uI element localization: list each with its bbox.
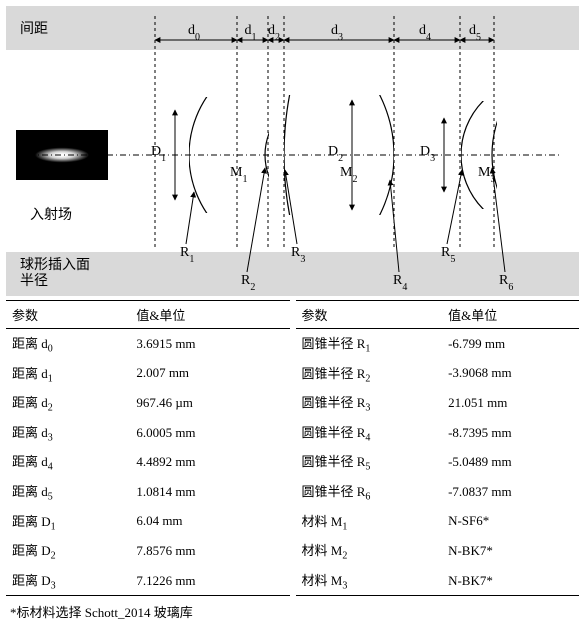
param-cell: 距离 d3	[6, 418, 130, 448]
table-row: 材料 M2N-BK7*	[296, 536, 580, 566]
footnote: *标材料选择 Schott_2014 玻璃库	[0, 596, 585, 627]
value-cell: -8.7395 mm	[442, 418, 579, 448]
svg-text:R5: R5	[441, 245, 455, 265]
param-cell: 材料 M2	[296, 536, 443, 566]
table-row: 圆锥半径 R321.051 mm	[296, 388, 580, 418]
value-cell: 7.8576 mm	[130, 536, 289, 566]
table-row: 距离 D27.8576 mm	[6, 536, 290, 566]
svg-text:R6: R6	[499, 273, 513, 293]
table-row: 圆锥半径 R5-5.0489 mm	[296, 447, 580, 477]
table-row: 距离 d2967.46 µm	[6, 388, 290, 418]
param-cell: 圆锥半径 R2	[296, 359, 443, 389]
param-cell: 距离 D3	[6, 566, 130, 596]
param-cell: 材料 M3	[296, 566, 443, 596]
value-cell: 3.6915 mm	[130, 329, 289, 359]
value-cell: N-SF6*	[442, 507, 579, 537]
value-cell: -6.799 mm	[442, 329, 579, 359]
table-row: 距离 d36.0005 mm	[6, 418, 290, 448]
svg-text:R4: R4	[393, 273, 407, 293]
value-cell: 6.04 mm	[130, 507, 289, 537]
table-row: 材料 M1N-SF6*	[296, 507, 580, 537]
col-param: 参数	[296, 301, 443, 329]
svg-text:D3: D3	[420, 144, 435, 164]
param-cell: 圆锥半径 R5	[296, 447, 443, 477]
param-cell: 距离 D2	[6, 536, 130, 566]
value-cell: 6.0005 mm	[130, 418, 289, 448]
value-cell: 21.051 mm	[442, 388, 579, 418]
col-value: 值&单位	[442, 301, 579, 329]
table-row: 圆锥半径 R1-6.799 mm	[296, 329, 580, 359]
param-cell: 圆锥半径 R6	[296, 477, 443, 507]
param-cell: 距离 d2	[6, 388, 130, 418]
table-row: 圆锥半径 R2-3.9068 mm	[296, 359, 580, 389]
value-cell: -7.0837 mm	[442, 477, 579, 507]
col-param: 参数	[6, 301, 130, 329]
param-cell: 距离 d1	[6, 359, 130, 389]
left-table: 参数值&单位 距离 d03.6915 mm距离 d12.007 mm距离 d29…	[6, 300, 290, 596]
value-cell: N-BK7*	[442, 536, 579, 566]
param-cell: 材料 M1	[296, 507, 443, 537]
value-cell: 4.4892 mm	[130, 447, 289, 477]
table-row: 距离 d03.6915 mm	[6, 329, 290, 359]
param-cell: 距离 d5	[6, 477, 130, 507]
value-cell: 7.1226 mm	[130, 566, 289, 596]
value-cell: 967.46 µm	[130, 388, 289, 418]
param-cell: 距离 d0	[6, 329, 130, 359]
svg-text:R3: R3	[291, 245, 305, 265]
table-row: 距离 d12.007 mm	[6, 359, 290, 389]
param-cell: 距离 D1	[6, 507, 130, 537]
page: 间距 球形插入面半径 入射场 d0d1d2d3d4d5D1M1R1R2D2M2R…	[0, 0, 585, 627]
table-row: 距离 d51.0814 mm	[6, 477, 290, 507]
svg-text:M1: M1	[230, 165, 247, 185]
table-row: 距离 D37.1226 mm	[6, 566, 290, 596]
svg-text:D2: D2	[328, 144, 343, 164]
value-cell: -3.9068 mm	[442, 359, 579, 389]
table-row: 圆锥半径 R6-7.0837 mm	[296, 477, 580, 507]
param-cell: 圆锥半径 R4	[296, 418, 443, 448]
diagram-svg: d0d1d2d3d4d5D1M1R1R2D2M2R3R4D3M3R5R6	[0, 0, 585, 300]
right-table: 参数值&单位 圆锥半径 R1-6.799 mm圆锥半径 R2-3.9068 mm…	[296, 300, 580, 596]
col-value: 值&单位	[130, 301, 289, 329]
svg-text:R1: R1	[180, 245, 194, 265]
value-cell: N-BK7*	[442, 566, 579, 596]
svg-text:R2: R2	[241, 273, 255, 293]
value-cell: 2.007 mm	[130, 359, 289, 389]
table-row: 距离 d44.4892 mm	[6, 447, 290, 477]
value-cell: 1.0814 mm	[130, 477, 289, 507]
table-row: 圆锥半径 R4-8.7395 mm	[296, 418, 580, 448]
svg-text:D1: D1	[151, 144, 166, 164]
optical-diagram: 间距 球形插入面半径 入射场 d0d1d2d3d4d5D1M1R1R2D2M2R…	[0, 0, 585, 300]
param-cell: 圆锥半径 R3	[296, 388, 443, 418]
param-cell: 距离 d4	[6, 447, 130, 477]
tables-row: 参数值&单位 距离 d03.6915 mm距离 d12.007 mm距离 d29…	[0, 300, 585, 596]
table-row: 距离 D16.04 mm	[6, 507, 290, 537]
table-row: 材料 M3N-BK7*	[296, 566, 580, 596]
param-cell: 圆锥半径 R1	[296, 329, 443, 359]
svg-text:M2: M2	[340, 165, 357, 185]
value-cell: -5.0489 mm	[442, 447, 579, 477]
